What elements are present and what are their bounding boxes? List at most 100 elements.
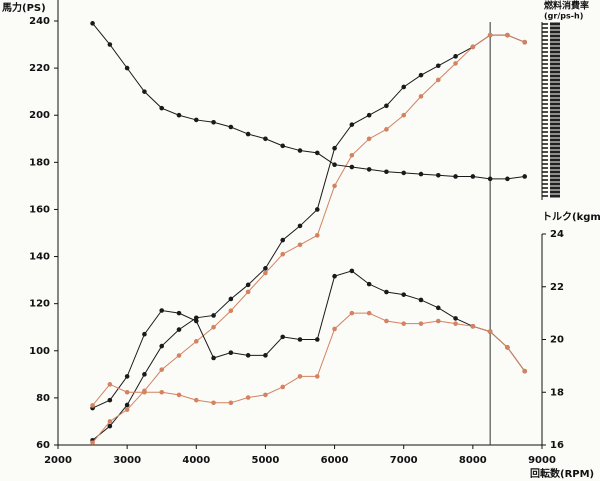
y3-tick-label-block <box>550 150 560 154</box>
data-point <box>522 174 528 179</box>
data-point <box>193 315 199 321</box>
data-point <box>107 423 113 429</box>
y3-tick-label-block <box>550 130 560 134</box>
data-point <box>228 296 234 302</box>
data-point <box>176 392 182 398</box>
data-point <box>332 183 337 189</box>
data-point <box>401 170 407 176</box>
series-line <box>92 270 526 409</box>
data-point <box>332 162 337 167</box>
data-point <box>228 350 234 355</box>
y-tick-label: 240 <box>29 16 50 27</box>
data-point <box>487 329 493 334</box>
y3-axis-unit: (gr/ps-h) <box>544 12 583 21</box>
data-point <box>176 353 182 358</box>
data-point <box>193 397 199 403</box>
y3-tick-label-block <box>550 98 560 102</box>
data-point <box>435 77 441 83</box>
data-point <box>435 318 441 324</box>
data-point <box>349 152 355 158</box>
data-point <box>245 395 251 400</box>
data-point <box>453 54 458 59</box>
data-point <box>384 103 389 109</box>
y3-tick-label-block <box>550 114 560 118</box>
data-point <box>280 384 286 390</box>
data-point <box>453 174 458 179</box>
data-point <box>314 233 320 238</box>
data-point <box>349 122 355 127</box>
y3-tick-label-block <box>550 54 560 58</box>
data-point <box>384 318 389 324</box>
y2-tick-label: 24 <box>550 229 564 240</box>
data-point <box>314 150 320 156</box>
y3-tick-label-block <box>550 30 560 34</box>
y3-tick-label-block <box>550 118 560 122</box>
data-point <box>366 112 372 118</box>
y3-tick-label-block <box>550 58 560 62</box>
y2-tick-label: 18 <box>550 387 564 398</box>
data-point <box>522 368 528 374</box>
data-point <box>418 171 424 177</box>
data-point <box>314 207 320 212</box>
data-point <box>349 268 355 274</box>
y-tick-label: 160 <box>29 204 50 215</box>
data-point <box>384 289 389 295</box>
y-tick-label: 140 <box>29 252 50 263</box>
data-point <box>245 289 251 295</box>
data-point <box>211 313 216 318</box>
data-point <box>332 145 337 151</box>
y3-tick-label-block <box>550 70 560 74</box>
data-point <box>193 339 199 344</box>
data-point <box>124 402 130 408</box>
data-point <box>470 44 476 50</box>
data-point <box>124 389 130 395</box>
data-point <box>470 324 476 329</box>
data-point <box>107 42 113 47</box>
data-point <box>505 345 510 350</box>
data-point <box>176 310 182 316</box>
data-point <box>487 32 493 38</box>
y2-axis-label: トルク(kgm) <box>542 211 600 223</box>
y-tick-label: 60 <box>36 440 50 451</box>
x-tick-label: 6000 <box>321 455 349 466</box>
data-point <box>505 32 510 38</box>
data-point <box>159 105 165 111</box>
y3-tick-label-block <box>550 62 560 66</box>
data-point <box>418 297 424 303</box>
data-point <box>401 84 407 90</box>
y3-tick-label-block <box>550 74 560 78</box>
y3-tick-label-block <box>550 90 560 94</box>
data-point <box>228 308 234 314</box>
y3-tick-label-block <box>550 38 560 42</box>
data-point <box>453 316 458 321</box>
x-tick-label: 2000 <box>44 455 72 466</box>
y3-tick-label-block <box>550 66 560 70</box>
data-point <box>263 136 268 142</box>
y3-tick-label-block <box>550 162 560 166</box>
data-point <box>245 282 251 288</box>
data-point <box>159 308 165 313</box>
y3-tick-label-block <box>550 126 560 130</box>
series-line <box>92 312 526 406</box>
data-point <box>418 72 424 78</box>
x-tick-label: 3000 <box>113 455 141 466</box>
data-point <box>211 119 216 125</box>
y3-tick-label-block <box>550 50 560 54</box>
data-point <box>245 353 251 358</box>
data-point <box>314 374 320 379</box>
x-tick-label: 7000 <box>390 455 418 466</box>
y3-tick-label-block <box>550 178 560 182</box>
data-point <box>142 331 147 337</box>
data-point <box>297 242 303 248</box>
y3-tick-label-block <box>550 22 560 26</box>
data-point <box>263 266 268 271</box>
y3-tick-label-block <box>550 86 560 90</box>
data-point <box>142 372 147 377</box>
data-point <box>453 61 458 66</box>
data-point <box>384 127 389 132</box>
y3-tick-label-block <box>550 110 560 114</box>
data-point <box>228 400 234 406</box>
data-point <box>297 223 303 229</box>
data-point <box>124 407 130 412</box>
